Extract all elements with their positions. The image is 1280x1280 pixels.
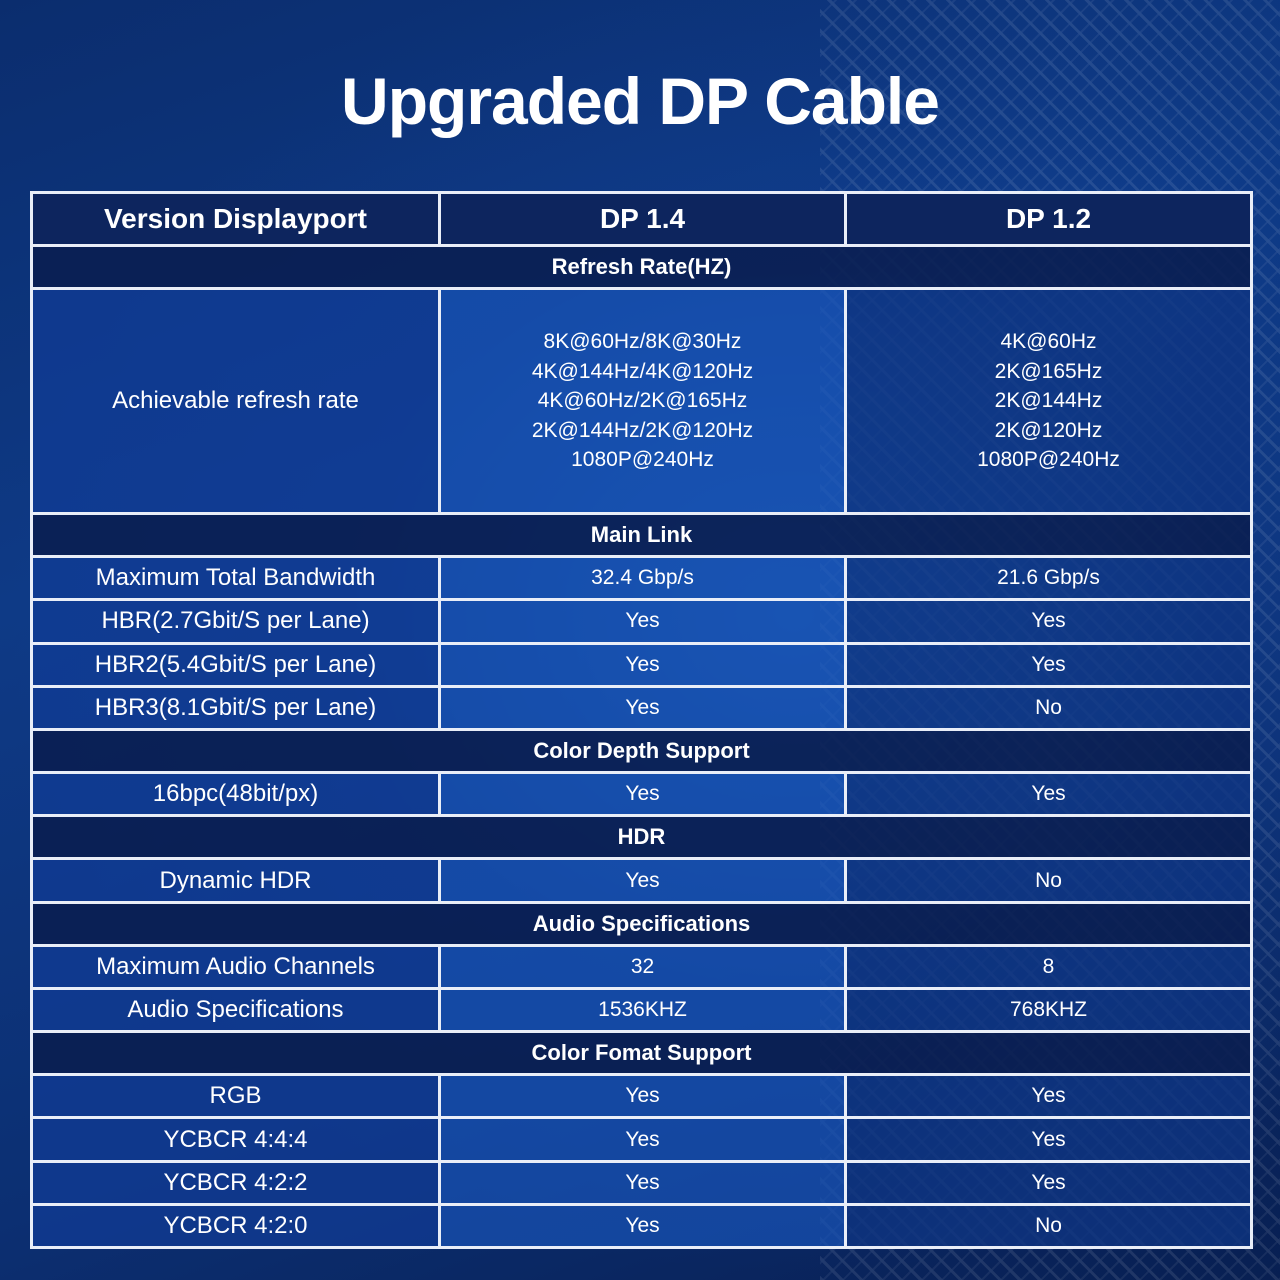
refresh-rate-line: 4K@144Hz/4K@120Hz <box>531 359 754 383</box>
header-version-label: Version Displayport <box>30 191 441 247</box>
row-label: Dynamic HDR <box>30 857 441 904</box>
row-label: YCBCR 4:2:0 <box>30 1202 441 1250</box>
refresh-rate-line: 2K@144Hz <box>994 389 1103 413</box>
table-row: YCBCR 4:2:2 Yes Yes <box>30 1159 1253 1206</box>
dp14-value: Yes <box>438 1159 847 1206</box>
dp14-value: 32.4 Gbp/s <box>438 555 847 602</box>
dp12-value: No <box>844 1202 1253 1250</box>
dp14-value: Yes <box>438 771 847 818</box>
section-row: Main Link <box>30 512 1253 559</box>
dp12-value: 21.6 Gbp/s <box>844 555 1253 602</box>
section-title: Audio Specifications <box>30 900 1253 947</box>
section-title: Color Depth Support <box>30 727 1253 775</box>
header-dp14: DP 1.4 <box>438 191 847 247</box>
section-row: Audio Specifications <box>30 900 1253 947</box>
refresh-rate-line: 2K@144Hz/2K@120Hz <box>531 418 754 442</box>
section-row: Color Fomat Support <box>30 1030 1253 1077</box>
dp14-value: 1536KHZ <box>438 986 847 1034</box>
section-row: HDR <box>30 814 1253 861</box>
section-title: HDR <box>30 814 1253 861</box>
refresh-rate-line: 4K@60Hz <box>1000 330 1097 354</box>
dp12-value: No <box>844 684 1253 731</box>
comparison-table: Version Displayport DP 1.4 DP 1.2 Refres… <box>30 191 1253 1250</box>
dp14-value: Yes <box>438 857 847 904</box>
refresh-rate-line: 4K@60Hz/2K@165Hz <box>537 389 748 413</box>
row-label: YCBCR 4:4:4 <box>30 1116 441 1163</box>
dp12-value: Yes <box>844 598 1253 645</box>
dp12-value: Yes <box>844 771 1253 818</box>
table-row: Audio Specifications 1536KHZ 768KHZ <box>30 986 1253 1034</box>
section-row: Refresh Rate(HZ) <box>30 243 1253 291</box>
dp12-value: 8 <box>844 943 1253 990</box>
refresh-rate-line: 1080P@240Hz <box>977 448 1120 472</box>
table-row: HBR3(8.1Gbit/S per Lane) Yes No <box>30 684 1253 731</box>
dp14-value: Yes <box>438 1202 847 1250</box>
header-dp12: DP 1.2 <box>844 191 1253 247</box>
row-label: HBR3(8.1Gbit/S per Lane) <box>30 684 441 731</box>
dp12-value: Yes <box>844 1073 1253 1120</box>
refresh-rate-line: 8K@60Hz/8K@30Hz <box>543 330 742 354</box>
dp14-value: Yes <box>438 684 847 731</box>
page-title: Upgraded DP Cable <box>341 64 940 138</box>
section-title: Color Fomat Support <box>30 1030 1253 1077</box>
row-label: HBR2(5.4Gbit/S per Lane) <box>30 641 441 688</box>
section-title: Main Link <box>30 512 1253 559</box>
table-header-row: Version Displayport DP 1.4 DP 1.2 <box>30 191 1253 247</box>
table-row: Maximum Total Bandwidth 32.4 Gbp/s 21.6 Gb… <box>30 555 1253 602</box>
row-label: Maximum Total Bandwidth <box>30 555 441 602</box>
refresh-rate-line: 2K@120Hz <box>994 418 1103 442</box>
dp14-value: Yes <box>438 1073 847 1120</box>
table-row: YCBCR 4:2:0 Yes No <box>30 1202 1253 1250</box>
row-label: HBR(2.7Gbit/S per Lane) <box>30 598 441 645</box>
dp12-value: Yes <box>844 1116 1253 1163</box>
dp14-value: 32 <box>438 943 847 990</box>
dp14-value: Yes <box>438 598 847 645</box>
table-row: Maximum Audio Channels 32 8 <box>30 943 1253 990</box>
row-label: YCBCR 4:2:2 <box>30 1159 441 1206</box>
table-row: Achievable refresh rate 8K@60Hz/8K@30Hz 4K… <box>30 287 1253 516</box>
table-row: HBR2(5.4Gbit/S per Lane) Yes Yes <box>30 641 1253 688</box>
row-label: Maximum Audio Channels <box>30 943 441 990</box>
row-label: RGB <box>30 1073 441 1120</box>
refresh-rate-line: 2K@165Hz <box>994 359 1103 383</box>
table-row: 16bpc(48bit/px) Yes Yes <box>30 771 1253 818</box>
row-label: Audio Specifications <box>30 986 441 1034</box>
dp14-value: Yes <box>438 1116 847 1163</box>
dp12-value: No <box>844 857 1253 904</box>
table-row: YCBCR 4:4:4 Yes Yes <box>30 1116 1253 1163</box>
section-row: Color Depth Support <box>30 727 1253 775</box>
refresh-rate-line: 1080P@240Hz <box>571 448 714 472</box>
row-label: 16bpc(48bit/px) <box>30 771 441 818</box>
table-row: Dynamic HDR Yes No <box>30 857 1253 904</box>
dp12-value: Yes <box>844 1159 1253 1206</box>
dp14-value: 8K@60Hz/8K@30Hz 4K@144Hz/4K@120Hz 4K@60Hz/… <box>438 287 847 516</box>
dp12-value: Yes <box>844 641 1253 688</box>
dp12-value: 768KHZ <box>844 986 1253 1034</box>
table-row: RGB Yes Yes <box>30 1073 1253 1120</box>
dp14-value: Yes <box>438 641 847 688</box>
table-row: HBR(2.7Gbit/S per Lane) Yes Yes <box>30 598 1253 645</box>
row-label: Achievable refresh rate <box>30 287 441 516</box>
section-title: Refresh Rate(HZ) <box>30 243 1253 291</box>
dp12-value: 4K@60Hz 2K@165Hz 2K@144Hz 2K@120Hz 1080P@240… <box>844 287 1253 516</box>
